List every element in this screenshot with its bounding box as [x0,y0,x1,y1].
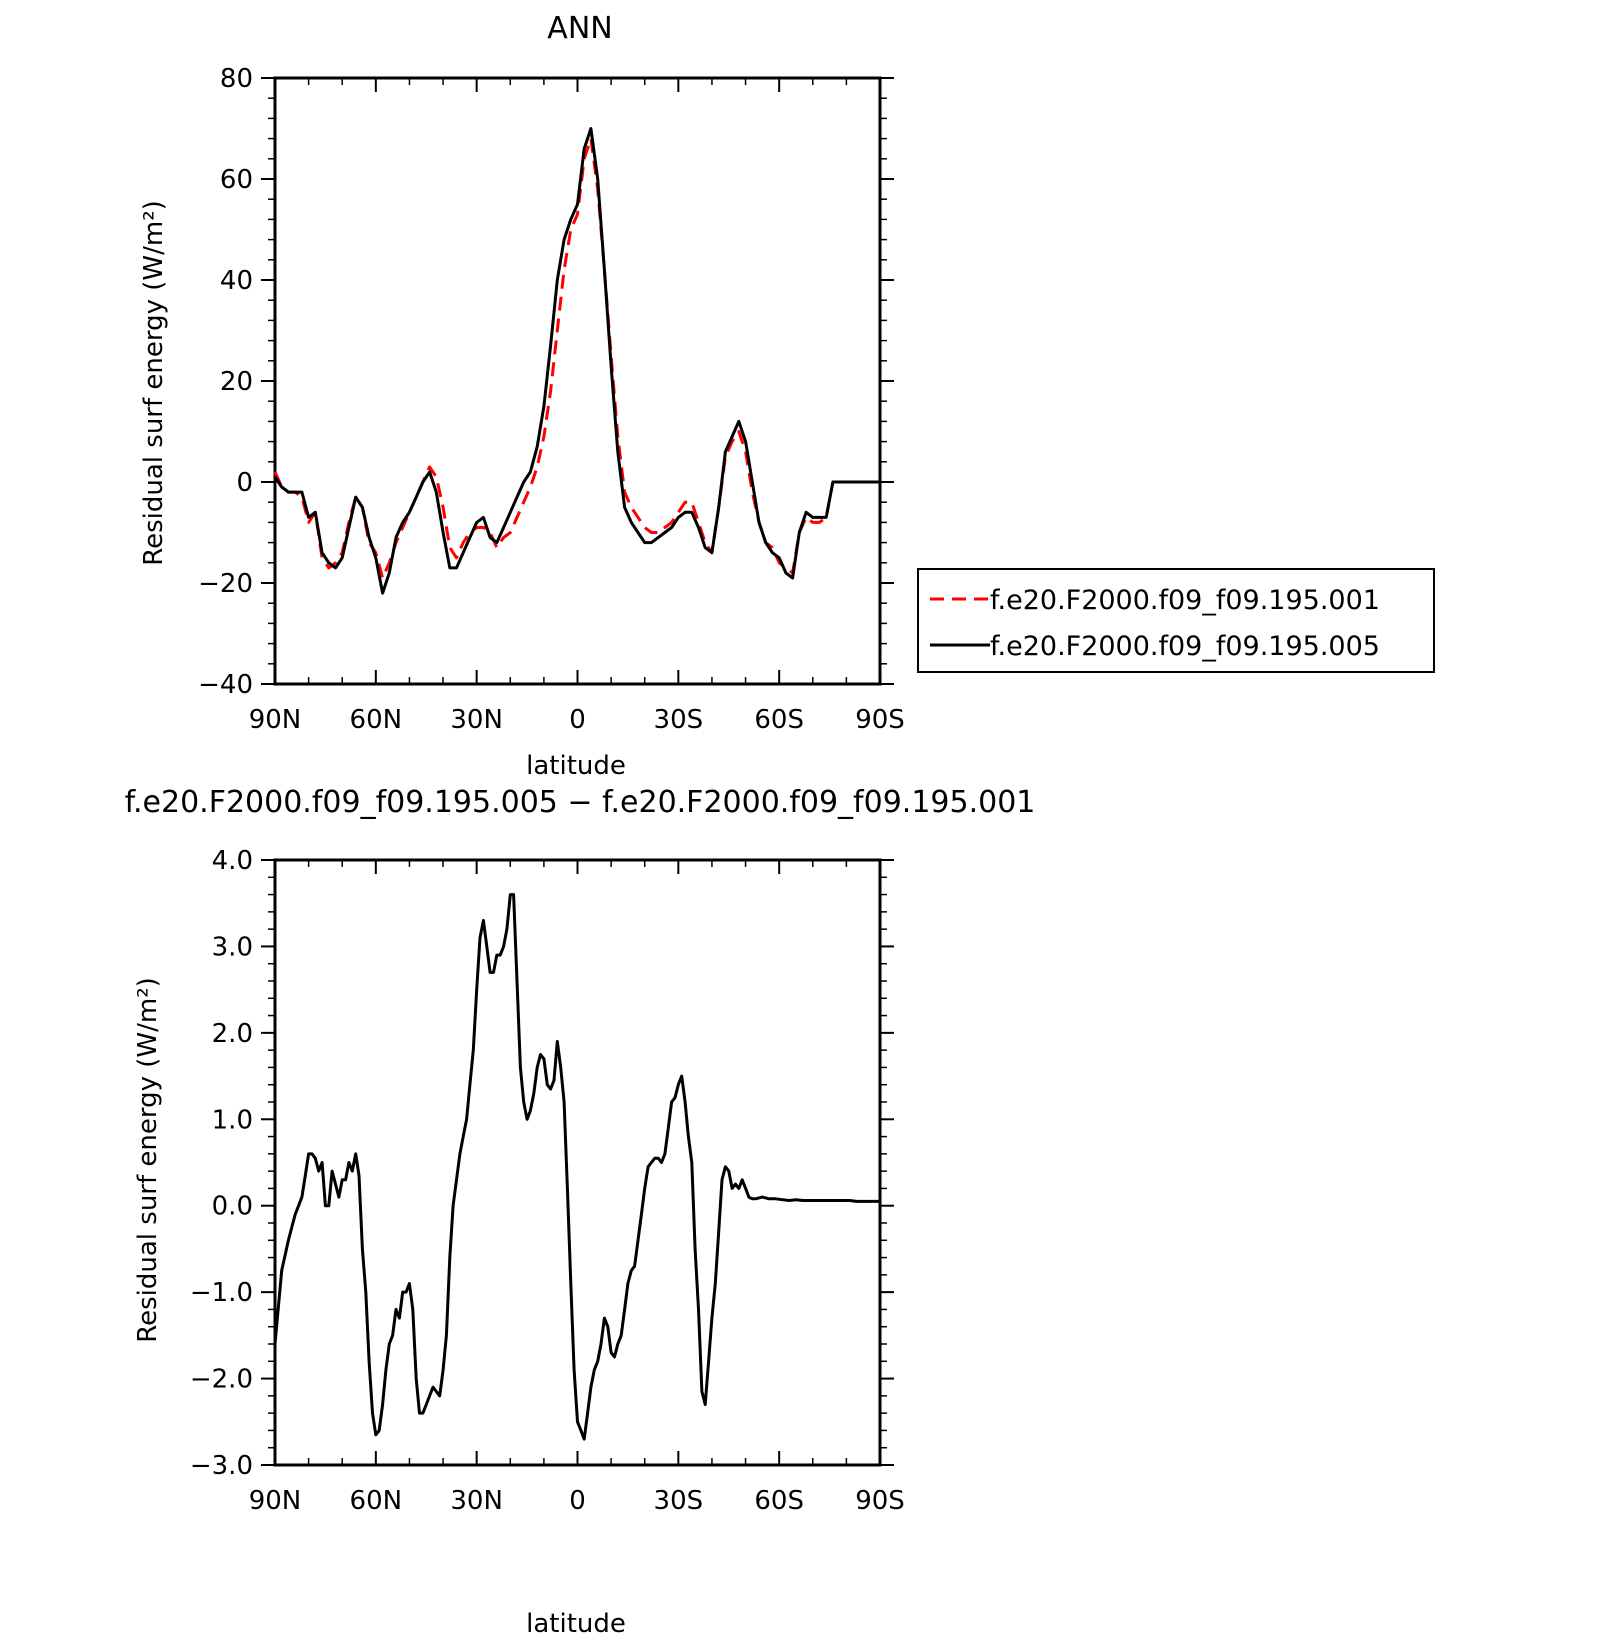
bottom-plot-area: 90N 60N 30N 0 30S 60S 90S 4.0 3.0 2.0 1.0 0.0 −1.0 −2… [190,846,905,1516]
y-tick-label: −1.0 [190,1278,253,1308]
x-tick-label: 90S [855,705,905,735]
y-tick-label: 4.0 [212,846,253,876]
x-tick-label: 60S [754,705,804,735]
top-plot-area: 90N 60N 30N 0 30S 60S 90S 80 60 40 20 0 −20 −40 [198,64,905,735]
x-tick-label: 60N [350,1486,403,1516]
y-tick-label: 3.0 [212,932,253,962]
y-tick-label: −20 [198,569,253,599]
x-tick-label: 60S [754,1486,804,1516]
top-x-axis-label: latitude [526,751,626,781]
y-tick-label: 1.0 [212,1105,253,1135]
y-tick-label: 20 [220,367,253,397]
legend: f.e20.F2000.f09_f09.195.001 f.e20.F2000.… [917,568,1435,673]
x-tick-label: 30S [654,1486,704,1516]
top-panel: ANN 90N 60N 30N 0 30S 60S 90S 80 60 40 20 0 −20 −40 R… [139,11,1435,781]
bottom-panel: f.e20.F2000.f09_f09.195.005 − f.e20.F200… [125,785,1036,1635]
x-tick-label: 30N [450,1486,503,1516]
series-line-1 [273,127,880,595]
y-tick-label: 2.0 [212,1019,253,1049]
y-tick-label: −2.0 [190,1365,253,1395]
y-tick-label: −40 [198,670,253,700]
bottom-y-axis-label: Residual surf energy (W/m²) [133,977,163,1343]
series-line-0 [273,893,880,1441]
y-tick-label: 60 [220,165,253,195]
x-tick-label: 0 [569,705,586,735]
y-tick-label: −3.0 [190,1451,253,1481]
top-y-axis-label: Residual surf energy (W/m²) [139,200,169,566]
legend-label-001: f.e20.F2000.f09_f09.195.001 [990,585,1380,616]
y-tick-label: 80 [220,64,253,94]
x-tick-label: 90S [855,1486,905,1516]
x-tick-label: 0 [569,1486,586,1516]
x-tick-label: 60N [350,705,403,735]
legend-box [917,568,1435,673]
x-tick-label: 30N [450,705,503,735]
y-tick-label: 40 [220,266,253,296]
bottom-chart-title: f.e20.F2000.f09_f09.195.005 − f.e20.F200… [125,785,1036,820]
plot-frame [273,76,882,686]
x-tick-label: 90N [249,705,302,735]
x-tick-label: 90N [249,1486,302,1516]
y-tick-label: 0.0 [212,1192,253,1222]
top-chart-title: ANN [547,11,612,46]
x-tick-label: 30S [654,705,704,735]
bottom-x-axis-label: latitude [526,1609,626,1635]
plot-frame [273,858,882,1467]
y-tick-label: 0 [236,468,253,498]
legend-label-005: f.e20.F2000.f09_f09.195.005 [990,631,1380,662]
series-line-0 [273,137,880,580]
